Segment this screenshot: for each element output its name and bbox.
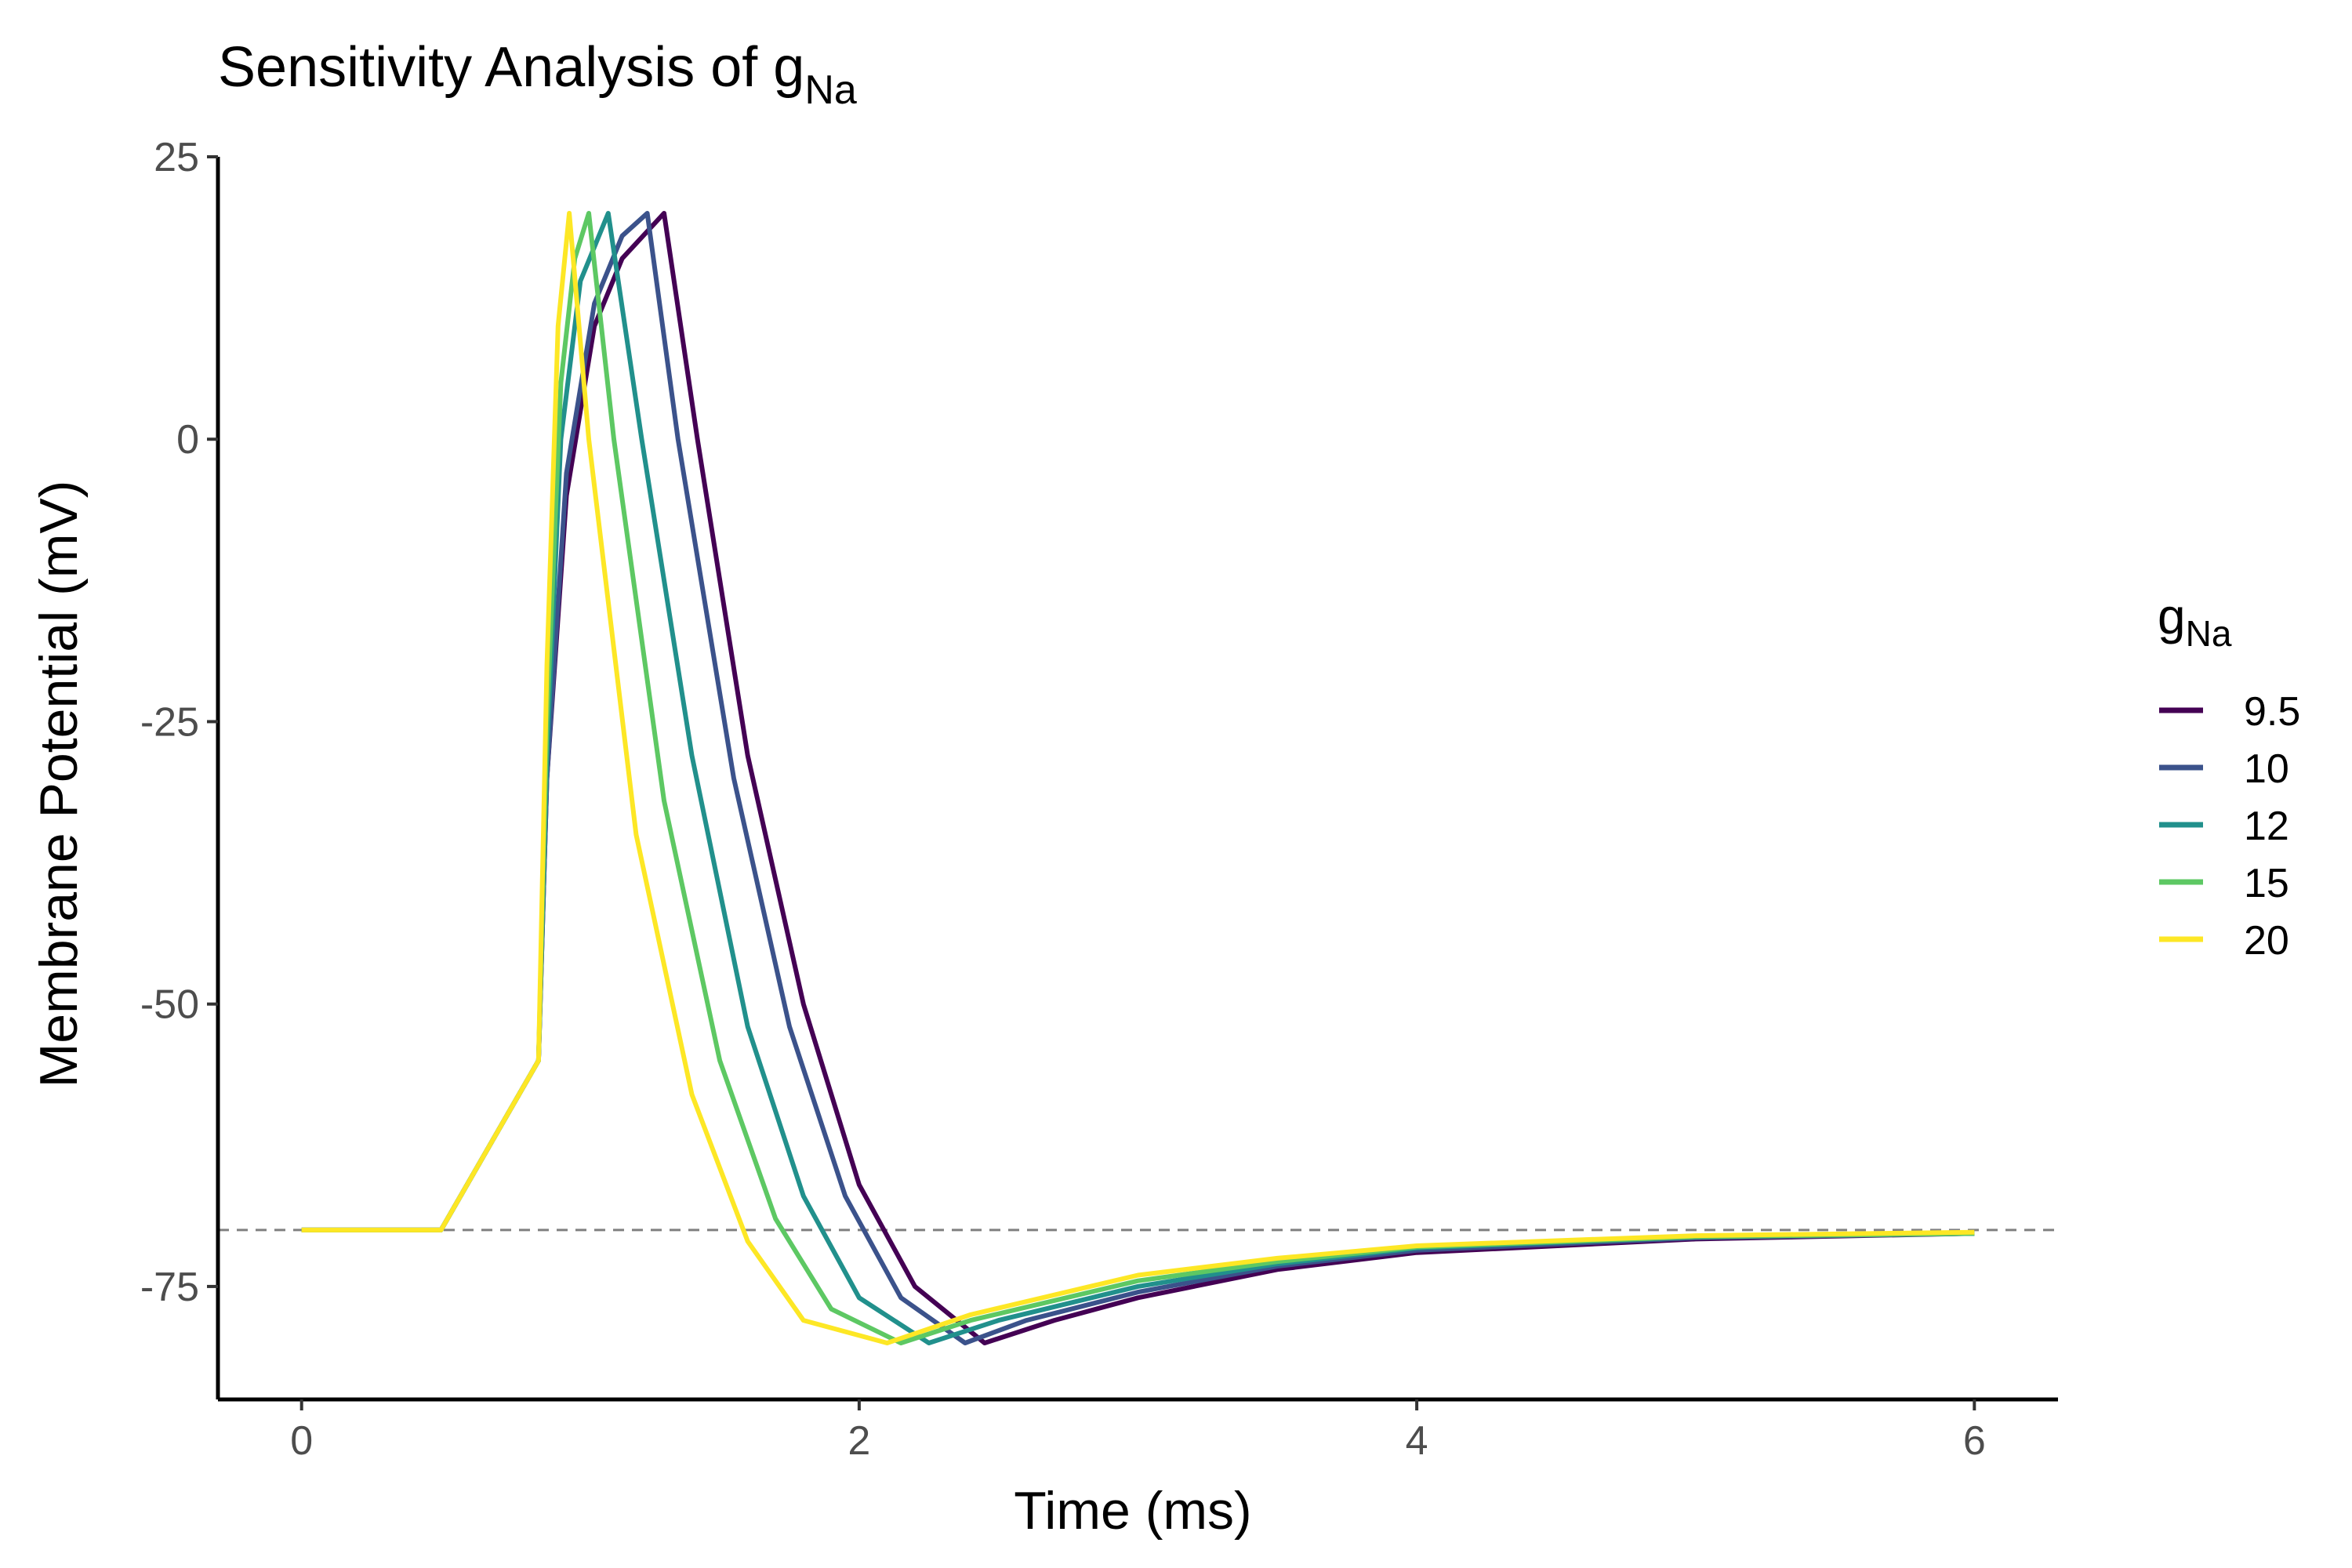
- y-tick-label: -75: [140, 1265, 199, 1310]
- legend: gNa 9.5 10 12 15 20: [2158, 588, 2300, 964]
- y-tick-label: 0: [176, 417, 199, 463]
- legend-label-12: 12: [2244, 804, 2289, 849]
- y-axis-ticks: 25 0 -25 -50 -75: [140, 135, 218, 1310]
- x-tick-label: 0: [290, 1418, 313, 1464]
- x-axis-ticks: 0 2 4 6: [290, 1399, 1986, 1464]
- y-tick-label: 25: [154, 135, 199, 180]
- y-tick-label: -25: [140, 699, 199, 745]
- series-line-10: [301, 211, 1975, 1345]
- series-line-20: [301, 211, 1975, 1345]
- series-line-9.5: [301, 211, 1975, 1345]
- legend-label-20: 20: [2244, 918, 2289, 964]
- plot-area: [218, 211, 2058, 1345]
- x-tick-label: 4: [1406, 1418, 1428, 1464]
- chart-title: Sensitivity Analysis of gNa: [218, 36, 857, 113]
- legend-label-9.5: 9.5: [2244, 689, 2300, 735]
- series-line-12: [301, 211, 1975, 1345]
- legend-label-10: 10: [2244, 746, 2289, 792]
- x-tick-label: 6: [1963, 1418, 1986, 1464]
- y-axis-title: Membrane Potential (mV): [29, 481, 89, 1088]
- x-tick-label: 2: [848, 1418, 870, 1464]
- legend-title: gNa: [2158, 588, 2232, 654]
- legend-label-15: 15: [2244, 861, 2289, 906]
- y-tick-label: -50: [140, 982, 199, 1028]
- series-line-15: [301, 211, 1975, 1345]
- x-axis-title: Time (ms): [1014, 1481, 1251, 1541]
